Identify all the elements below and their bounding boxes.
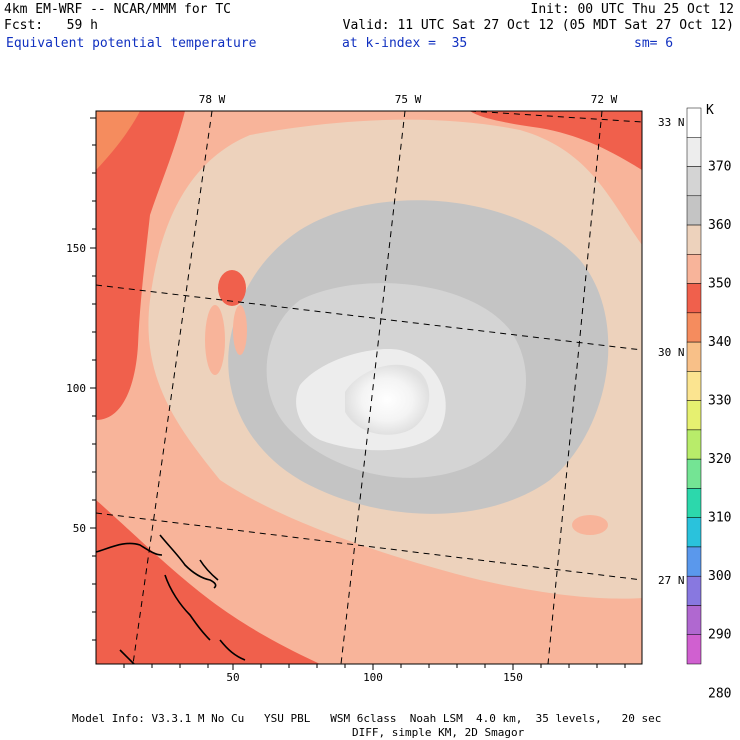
y-tick-label: 50 [73,522,86,535]
theta-e-340-ne-corner [470,111,642,170]
colorbar-swatch [686,254,702,284]
colorbar-swatch [686,224,702,255]
colorbar-swatch [686,371,702,401]
colorbar-swatch [686,283,702,314]
salmon-spot-se [572,515,608,535]
colorbar-label: 340 [708,335,731,350]
colorbar-labels: 370 360 350 340 330 320 310 300 290 280 [708,160,731,702]
theta-e-340-blob [218,270,246,306]
lat-label: 33 N [658,116,685,129]
salmon-streak-1 [205,305,225,375]
colorbar-label: 320 [708,452,731,467]
level-index: at k-index = 35 [342,36,468,51]
valid-time: Valid: 11 UTC Sat 27 Oct 12 (05 MDT Sat … [342,18,734,33]
x-tick-label: 150 [503,671,523,684]
colorbar-swatch [686,429,702,460]
lon-label: 72 W [591,93,618,106]
colorbar-swatch [686,166,702,197]
colorbar-swatch [686,137,702,167]
model-info: Model Info: V3.3.1 M No Cu YSU PBL WSM 6… [72,712,662,725]
colorbar-swatch [686,634,702,665]
colorbar-label: 360 [708,218,731,233]
y-tick-label: 150 [66,242,86,255]
theta-e-345-band-south [96,430,642,664]
colorbar-swatch [686,575,702,606]
theta-e-330-nw-corner [96,111,140,170]
y-tick-label: 100 [66,382,86,395]
colorbar-label: 330 [708,394,731,409]
model-info-2: DIFF, simple KM, 2D Smagor [352,726,525,739]
smoothing: sm= 6 [634,36,674,51]
colorbar-unit: K [706,103,714,118]
colorbar-label: 280 [708,686,731,701]
colorbar-swatch [686,107,702,138]
x-tick-label: 100 [363,671,383,684]
lon-label: 78 W [199,93,226,106]
map-plot-area [96,111,642,664]
colorbar [686,107,702,665]
graticule [96,111,642,664]
salmon-streak-2 [233,305,247,355]
colorbar-label: 290 [708,628,731,643]
colorbar-swatch [686,546,702,577]
theta-e-370-eye [345,364,430,435]
colorbar-swatch [686,458,702,489]
lat-label: 30 N [658,346,685,359]
theta-e-340-band-south [96,500,320,664]
theta-e-340-band-west [96,111,185,420]
theta-e-345-band-north [96,111,642,664]
colorbar-label: 300 [708,569,731,584]
init-time: Init: 00 UTC Thu 25 Oct 12 [530,2,735,17]
colorbar-swatch [686,195,702,226]
colorbar-swatch [686,517,702,548]
colorbar-label: 370 [708,160,731,175]
colorbar-swatch [686,341,702,372]
lon-label: 75 W [395,93,422,106]
colorbar-label: 350 [708,277,731,292]
colorbar-swatch [686,400,702,431]
colorbar-label: 310 [708,511,731,526]
field-name: Equivalent potential temperature [6,36,257,51]
colorbar-swatch [686,605,702,635]
frame-ticks [90,117,626,670]
forecast-hour: Fcst: 59 h [4,18,98,33]
x-tick-label: 50 [226,671,239,684]
coastlines [96,534,246,664]
colorbar-swatch [686,312,702,343]
colorbar-swatch [686,488,702,518]
model-title: 4km EM-WRF -- NCAR/MMM for TC [4,2,231,17]
lat-label: 27 N [658,574,685,587]
